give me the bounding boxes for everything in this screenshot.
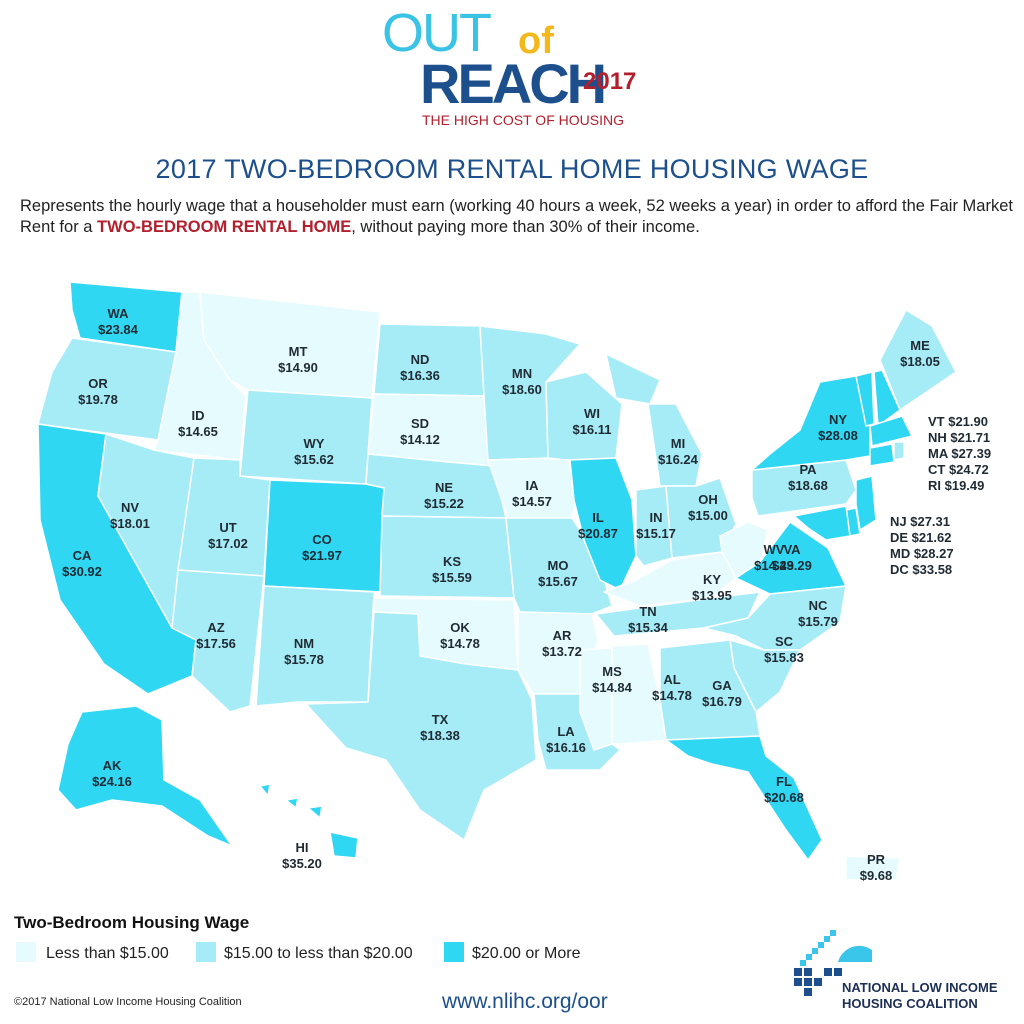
state-oh-label: OH $15.00 — [688, 492, 728, 523]
logo-reach-text: REACH — [420, 52, 607, 115]
state-mn-label: MN $18.60 — [502, 366, 542, 397]
northeast-state-label: RI $19.49 — [928, 478, 984, 493]
state-ms-shape — [579, 647, 613, 751]
state-tx-label: TX $18.38 — [420, 712, 460, 743]
state-al-label: AL $14.78 — [652, 672, 692, 703]
state-nc-label: NC $15.79 — [798, 598, 838, 629]
state-wy-label: WY $15.62 — [294, 436, 334, 467]
state-nd-label: ND $16.36 — [400, 352, 440, 383]
state-hi-label: HI $35.20 — [282, 840, 322, 871]
state-id-label: ID $14.65 — [178, 408, 218, 439]
description: Represents the hourly wage that a househ… — [20, 196, 1020, 238]
midatlantic-state-label: NJ $27.31 — [890, 514, 950, 529]
state-sc-label: SC $15.83 — [764, 634, 804, 665]
state-mi-shape — [605, 353, 703, 487]
state-ak-label: AK $24.16 — [92, 758, 132, 789]
northeast-state-label: VT $21.90 — [928, 414, 988, 429]
state-ut-label: UT $17.02 — [208, 520, 248, 551]
state-wa-label: WA $23.84 — [98, 306, 139, 337]
state-tn-label: TN $15.34 — [628, 604, 669, 635]
org-name-line1: NATIONAL LOW INCOME — [842, 980, 998, 995]
description-part2: , without paying more than 30% of their … — [351, 218, 700, 236]
state-or-shape — [37, 337, 177, 441]
state-pa-label: PA $18.68 — [788, 462, 828, 493]
state-mo-label: MO $15.67 — [538, 558, 578, 589]
midatlantic-state-label: DC $33.58 — [890, 562, 952, 577]
ma-shape — [869, 415, 913, 447]
state-ne-label: NE $15.22 — [424, 480, 464, 511]
state-ar-label: AR $13.72 — [542, 628, 582, 659]
copyright-text: ©2017 National Low Income Housing Coalit… — [14, 996, 242, 1008]
state-ny-label: NY $28.08 — [818, 412, 858, 443]
state-nv-label: NV $18.01 — [110, 500, 150, 531]
state-fl-label: FL $20.68 — [764, 774, 804, 805]
state-ky-label: KY $13.95 — [692, 572, 732, 603]
legend-swatch-low — [16, 942, 36, 962]
legend-title: Two-Bedroom Housing Wage — [14, 913, 250, 932]
state-il-label: IL $20.87 — [578, 510, 618, 541]
page-title: 2017 TWO-BEDROOM RENTAL HOME HOUSING WAG… — [155, 154, 869, 184]
state-sd-label: SD $14.12 — [400, 416, 440, 447]
state-fl-shape — [665, 735, 823, 861]
state-wv-label: WV $14.49 — [754, 542, 794, 573]
legend-label-mid: $15.00 to less than $20.00 — [224, 945, 413, 962]
legend-label-low: Less than $15.00 — [46, 945, 169, 962]
state-me-label: ME $18.05 — [900, 338, 940, 369]
state-nm-label: NM $15.78 — [284, 636, 324, 667]
md-shape — [793, 505, 851, 541]
state-pr-shape — [845, 855, 901, 881]
state-oh-shape — [665, 477, 737, 559]
northeast-state-label: CT $24.72 — [928, 462, 989, 477]
state-in-shape — [635, 485, 673, 567]
northeast-state-label: NH $21.71 — [928, 430, 990, 445]
state-in-label: IN $15.17 — [636, 510, 676, 541]
state-tx-shape — [305, 611, 537, 841]
midatlantic-state-label: DE $21.62 — [890, 530, 951, 545]
description-highlight: TWO-BEDROOM RENTAL HOME — [97, 218, 352, 236]
northeast-state-label: MA $27.39 — [928, 446, 991, 461]
midatlantic-state-label: MD $28.27 — [890, 546, 954, 561]
ri-shape — [893, 441, 905, 461]
legend-swatch-high — [444, 942, 464, 962]
state-ok-label: OK $14.78 — [440, 620, 480, 651]
legend-label-high: $20.00 or More — [472, 945, 581, 962]
logo-out-text: OUT — [382, 3, 492, 63]
nj-shape — [855, 475, 877, 531]
state-mt-label: MT $14.90 — [278, 344, 318, 375]
logo-tagline: THE HIGH COST OF HOUSING — [422, 112, 624, 128]
state-nm-shape — [255, 585, 375, 707]
nlihc-logo-icon — [794, 930, 872, 996]
org-name-line2: HOUSING COALITION — [842, 996, 978, 1011]
state-ak-shape — [57, 705, 233, 847]
state-ca-label: CA $30.92 — [62, 548, 102, 579]
state-nc-shape — [703, 585, 847, 651]
state-ms-label: MS $14.84 — [592, 664, 633, 695]
state-co-label: CO $21.97 — [302, 532, 342, 563]
legend-swatch-mid — [196, 942, 216, 962]
state-pr-label: PR $9.68 — [860, 852, 893, 883]
state-ny-shape — [751, 375, 871, 471]
logo-of-text: of — [518, 20, 554, 62]
nh-shape — [873, 369, 901, 427]
state-az-label: AZ $17.56 — [196, 620, 236, 651]
state-mi-label: MI $16.24 — [658, 436, 699, 467]
state-va-label: VA $23.29 — [772, 542, 812, 573]
state-or-label: OR $19.78 — [78, 376, 118, 407]
ct-shape — [869, 443, 895, 467]
state-hi-shape — [259, 783, 359, 859]
logo-year-text: 2017 — [583, 68, 637, 95]
description-part1: Represents the hourly wage that a househ… — [20, 197, 1013, 236]
website-link[interactable]: www.nlihc.org/oor — [442, 990, 608, 1013]
state-ia-label: IA $14.57 — [512, 478, 552, 509]
state-az-shape — [171, 569, 265, 713]
state-wi-label: WI $16.11 — [572, 406, 611, 437]
state-ga-label: GA $16.79 — [702, 678, 742, 709]
state-la-label: LA $16.16 — [546, 724, 586, 755]
state-ks-label: KS $15.59 — [432, 554, 472, 585]
